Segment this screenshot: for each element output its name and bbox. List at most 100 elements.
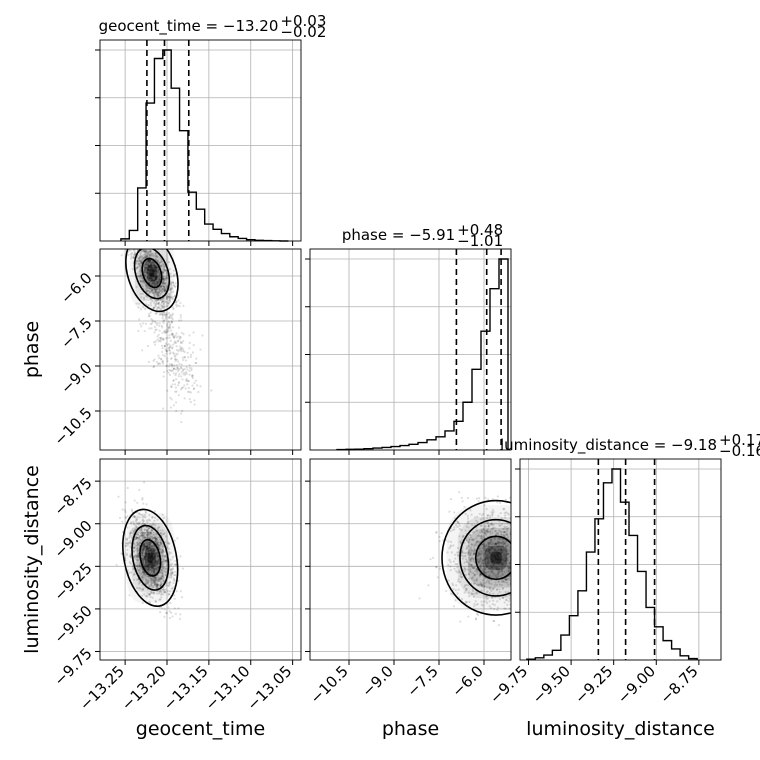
- sample-point: [457, 569, 461, 572]
- sample-point: [469, 557, 472, 561]
- sample-point: [178, 305, 181, 308]
- sample-point: [150, 566, 154, 570]
- sample-point: [142, 547, 146, 550]
- sample-point: [152, 279, 155, 282]
- sample-point: [516, 531, 518, 533]
- sample-point: [147, 344, 150, 348]
- sample-point: [478, 574, 481, 577]
- sample-point: [143, 329, 146, 333]
- sample-point: [152, 552, 155, 556]
- sample-point: [156, 268, 159, 271]
- sample-point: [165, 570, 168, 573]
- sample-point: [163, 283, 166, 286]
- sample-point: [144, 256, 147, 259]
- sample-point: [159, 578, 162, 581]
- sample-point: [151, 550, 154, 553]
- sample-point: [481, 558, 484, 562]
- sample-point: [161, 299, 164, 302]
- sample-point: [159, 543, 162, 546]
- sample-point: [154, 600, 157, 603]
- sample-point: [435, 566, 438, 569]
- sample-point: [168, 584, 171, 587]
- sample-point: [515, 575, 517, 577]
- sample-point: [140, 556, 143, 560]
- sample-point: [455, 584, 458, 587]
- sample-point: [486, 602, 489, 605]
- sample-point: [154, 577, 157, 580]
- sample-point: [153, 582, 156, 585]
- sample-point: [144, 308, 147, 311]
- sample-point: [516, 579, 518, 581]
- sample-point: [148, 567, 151, 570]
- sample-point: [514, 500, 516, 502]
- sample-point: [165, 295, 169, 298]
- sample-point: [173, 579, 176, 582]
- sample-point: [157, 558, 160, 561]
- sample-point: [489, 530, 492, 534]
- sample-point: [504, 559, 507, 563]
- sample-point: [164, 561, 167, 564]
- sample-point: [140, 258, 144, 261]
- sample-point: [154, 548, 157, 551]
- sample-point: [523, 513, 525, 515]
- sample-point: [134, 558, 137, 561]
- sample-point: [142, 280, 145, 283]
- sample-point: [156, 259, 160, 262]
- sample-point: [154, 554, 157, 557]
- sample-point: [159, 340, 162, 343]
- sample-point: [162, 375, 165, 378]
- sample-point: [142, 481, 146, 484]
- sample-point: [547, 566, 549, 568]
- sample-point: [135, 555, 138, 558]
- sample-point: [153, 569, 156, 572]
- sample-point: [469, 571, 472, 574]
- sample-point: [143, 265, 146, 268]
- sample-point: [157, 301, 160, 305]
- sample-point: [154, 340, 157, 343]
- panel-title-upper-error: +0.17: [719, 431, 760, 449]
- sample-point: [148, 541, 151, 544]
- sample-point: [526, 498, 528, 500]
- sample-point: [157, 272, 160, 275]
- sample-point: [440, 532, 443, 535]
- sample-point: [150, 289, 153, 292]
- sample-point: [153, 536, 156, 539]
- sample-point: [139, 534, 142, 538]
- contour-line: [459, 518, 511, 597]
- sample-point: [162, 299, 165, 302]
- sample-point: [505, 548, 508, 551]
- sample-point: [189, 355, 192, 359]
- sample-point: [171, 326, 175, 329]
- sample-point: [477, 499, 480, 503]
- sample-point: [480, 551, 484, 554]
- sample-point: [145, 545, 149, 548]
- sample-point: [489, 587, 492, 591]
- sample-point: [461, 550, 464, 553]
- sample-point: [522, 588, 524, 590]
- sample-point: [480, 589, 483, 592]
- sample-point: [183, 355, 186, 359]
- sample-point: [489, 564, 493, 567]
- sample-point: [180, 347, 183, 350]
- sample-point: [163, 568, 166, 571]
- sample-point: [136, 260, 140, 263]
- sample-point: [534, 540, 536, 542]
- sample-point: [145, 289, 148, 293]
- sample-point: [513, 534, 515, 536]
- sample-point: [150, 544, 153, 547]
- sample-point: [155, 559, 158, 563]
- sample-point: [479, 573, 482, 576]
- sample-point: [182, 349, 185, 353]
- sample-point: [512, 535, 514, 537]
- sample-point: [191, 351, 195, 354]
- sample-point: [512, 560, 514, 562]
- sample-point: [161, 545, 164, 548]
- sample-point: [489, 549, 493, 552]
- sample-point: [481, 583, 484, 586]
- sample-point: [130, 509, 134, 513]
- sample-point: [180, 319, 183, 322]
- sample-point: [163, 319, 166, 323]
- sample-point: [152, 581, 156, 584]
- sample-point: [143, 557, 146, 560]
- sample-point: [507, 535, 510, 539]
